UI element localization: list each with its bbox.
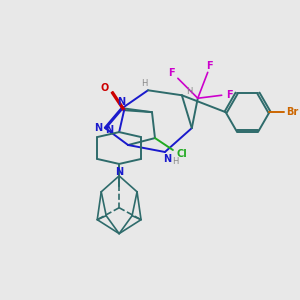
Text: H: H	[141, 79, 147, 88]
Text: O: O	[100, 83, 108, 93]
Text: N: N	[115, 167, 123, 177]
Text: Cl: Cl	[176, 149, 187, 159]
Text: H: H	[186, 87, 192, 96]
Text: N: N	[94, 123, 102, 133]
Text: F: F	[206, 61, 213, 71]
Text: H: H	[172, 158, 178, 166]
Text: F: F	[226, 90, 233, 100]
Text: N: N	[163, 154, 171, 164]
Text: N: N	[105, 125, 113, 135]
Text: Br: Br	[286, 107, 298, 117]
Text: N: N	[117, 97, 125, 107]
Text: F: F	[169, 68, 175, 78]
